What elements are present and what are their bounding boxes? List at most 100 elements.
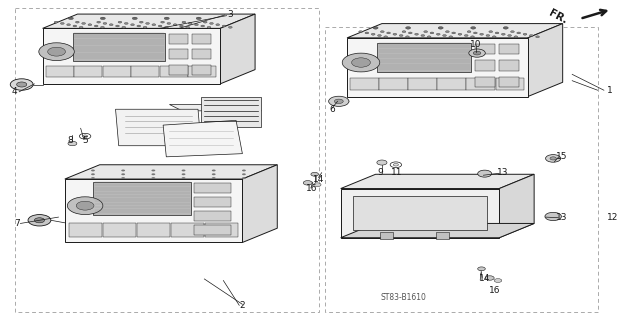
Polygon shape bbox=[528, 24, 562, 97]
Circle shape bbox=[212, 177, 216, 179]
Circle shape bbox=[216, 24, 220, 26]
Bar bbox=[204, 223, 238, 237]
Bar bbox=[475, 44, 495, 54]
Text: 5: 5 bbox=[82, 136, 88, 146]
Text: 7: 7 bbox=[15, 219, 20, 228]
Text: 13: 13 bbox=[555, 212, 567, 221]
Circle shape bbox=[393, 33, 397, 35]
Circle shape bbox=[550, 157, 556, 160]
Circle shape bbox=[452, 32, 455, 34]
Circle shape bbox=[140, 21, 143, 23]
Text: 11: 11 bbox=[391, 168, 403, 177]
Circle shape bbox=[164, 26, 168, 28]
Circle shape bbox=[54, 21, 58, 23]
Circle shape bbox=[501, 33, 505, 35]
Bar bbox=[466, 78, 495, 90]
Circle shape bbox=[161, 21, 164, 23]
Circle shape bbox=[121, 173, 125, 175]
Circle shape bbox=[467, 31, 471, 33]
Text: 10: 10 bbox=[470, 40, 482, 49]
Circle shape bbox=[436, 33, 440, 35]
Circle shape bbox=[182, 177, 185, 179]
Circle shape bbox=[486, 35, 490, 36]
Circle shape bbox=[152, 177, 155, 179]
Circle shape bbox=[103, 22, 107, 24]
Bar bbox=[499, 44, 519, 54]
Circle shape bbox=[131, 24, 134, 26]
Circle shape bbox=[83, 135, 88, 138]
Circle shape bbox=[421, 35, 425, 36]
Circle shape bbox=[76, 201, 94, 210]
Circle shape bbox=[28, 215, 51, 226]
Circle shape bbox=[380, 31, 384, 33]
Circle shape bbox=[473, 51, 481, 55]
Circle shape bbox=[182, 173, 185, 175]
Circle shape bbox=[473, 32, 477, 34]
Circle shape bbox=[121, 177, 125, 179]
Circle shape bbox=[427, 36, 431, 38]
Bar bbox=[103, 223, 136, 237]
Polygon shape bbox=[341, 223, 534, 238]
Circle shape bbox=[342, 53, 380, 72]
Circle shape bbox=[152, 24, 155, 26]
Circle shape bbox=[545, 155, 561, 162]
Circle shape bbox=[536, 36, 540, 38]
Circle shape bbox=[73, 25, 77, 27]
Circle shape bbox=[61, 22, 64, 24]
Text: 3: 3 bbox=[227, 10, 233, 19]
Circle shape bbox=[97, 21, 101, 23]
Circle shape bbox=[393, 164, 398, 166]
Circle shape bbox=[207, 26, 211, 28]
Bar bbox=[192, 34, 211, 44]
Bar bbox=[160, 66, 188, 77]
Circle shape bbox=[67, 24, 71, 26]
Circle shape bbox=[545, 212, 561, 220]
Circle shape bbox=[408, 32, 412, 34]
Circle shape bbox=[137, 25, 141, 27]
Circle shape bbox=[510, 31, 514, 33]
Circle shape bbox=[329, 96, 349, 106]
Circle shape bbox=[91, 177, 95, 179]
Circle shape bbox=[132, 17, 138, 20]
Polygon shape bbox=[220, 14, 255, 84]
Text: 2: 2 bbox=[240, 301, 245, 310]
Bar bbox=[169, 50, 188, 60]
Circle shape bbox=[167, 22, 171, 24]
Circle shape bbox=[402, 31, 406, 33]
Circle shape bbox=[430, 32, 434, 34]
Circle shape bbox=[485, 276, 494, 280]
Bar bbox=[475, 76, 495, 87]
Bar bbox=[436, 232, 448, 239]
Text: 14: 14 bbox=[479, 275, 490, 284]
Circle shape bbox=[222, 25, 226, 27]
Polygon shape bbox=[347, 24, 562, 38]
Circle shape bbox=[334, 99, 343, 104]
Circle shape bbox=[194, 24, 198, 26]
Circle shape bbox=[122, 26, 125, 28]
Bar bbox=[73, 33, 166, 60]
Circle shape bbox=[471, 27, 476, 29]
Circle shape bbox=[68, 197, 103, 215]
Text: 15: 15 bbox=[555, 152, 567, 161]
Bar bbox=[94, 182, 191, 215]
Circle shape bbox=[311, 172, 318, 176]
Polygon shape bbox=[65, 165, 277, 179]
Text: ST83-B1610: ST83-B1610 bbox=[381, 292, 427, 301]
Circle shape bbox=[242, 177, 246, 179]
Circle shape bbox=[517, 32, 520, 34]
Circle shape bbox=[471, 36, 475, 38]
Circle shape bbox=[212, 170, 216, 172]
Circle shape bbox=[508, 35, 512, 36]
Bar bbox=[499, 76, 519, 87]
Circle shape bbox=[79, 26, 83, 28]
Circle shape bbox=[94, 25, 98, 27]
Polygon shape bbox=[341, 174, 534, 188]
Text: 13: 13 bbox=[497, 168, 508, 177]
Circle shape bbox=[110, 24, 113, 26]
Circle shape bbox=[124, 22, 128, 24]
Circle shape bbox=[514, 36, 518, 38]
Bar bbox=[189, 66, 217, 77]
Polygon shape bbox=[169, 105, 261, 111]
Bar bbox=[499, 60, 519, 71]
Circle shape bbox=[445, 31, 449, 33]
